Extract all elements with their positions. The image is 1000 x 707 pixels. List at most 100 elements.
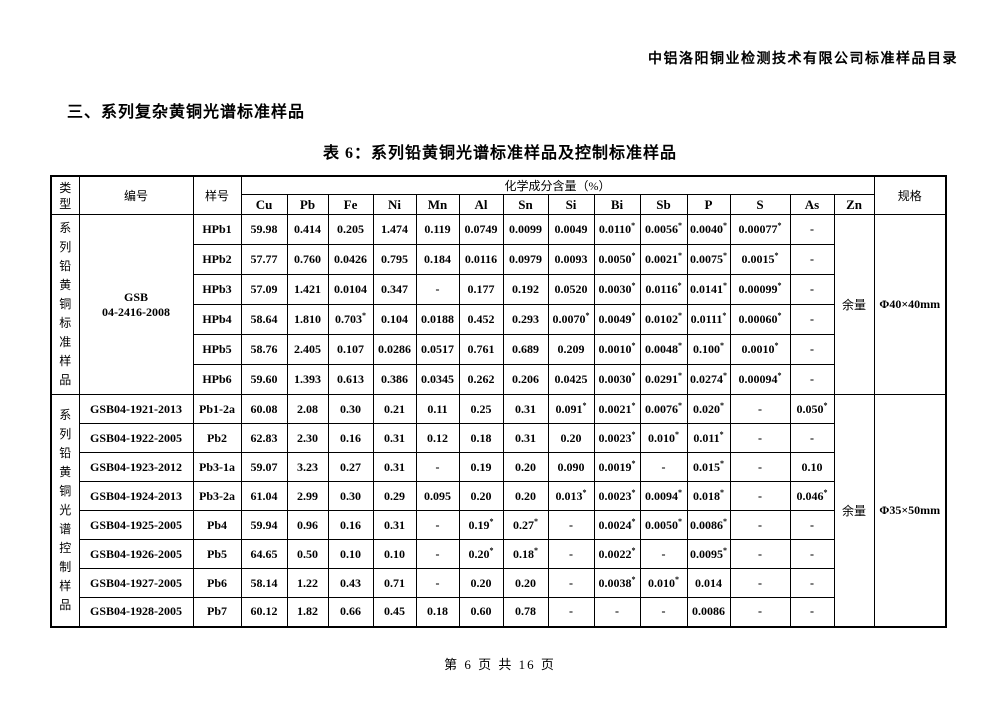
value-cell-mn: -: [415, 568, 460, 598]
code-column-header: 编号: [78, 175, 194, 215]
value-cell-ni: 0.31: [372, 510, 417, 540]
sample-cell: Pb2: [192, 423, 242, 453]
value-cell-sn: 0.20: [502, 568, 549, 598]
value-cell-al: 0.262: [458, 364, 504, 395]
value-cell-al: 0.60: [458, 597, 504, 627]
table-row: GSB04-1924-2013 Pb3-2a 61.04 2.99 0.30 0.29 0.…: [51, 481, 946, 511]
value-cell-sb: -: [639, 539, 688, 569]
sample-cell: HPb3: [192, 274, 242, 305]
value-cell-sn: 0.31: [502, 423, 549, 453]
value-cell-fe: 0.0104: [327, 274, 374, 305]
value-cell-si: 0.209: [547, 334, 595, 365]
value-cell-cu: 59.94: [240, 510, 288, 540]
table-row: GSB04-1927-2005 Pb6 58.14 1.22 0.43 0.71-0.20…: [51, 568, 946, 598]
value-cell-as: -: [789, 539, 835, 569]
value-cell-sb: -: [639, 597, 688, 627]
value-cell-pb: 1.82: [286, 597, 329, 627]
element-header-as: As: [789, 194, 835, 215]
value-cell-cu: 58.14: [240, 568, 288, 598]
value-cell-bi: 0.0024*: [593, 510, 641, 540]
value-cell-pb: 1.393: [286, 364, 329, 395]
value-cell-ni: 0.31: [372, 423, 417, 453]
value-cell-fe: 0.66: [327, 597, 374, 627]
element-header-zn: Zn: [833, 194, 875, 215]
value-cell-sn: 0.192: [502, 274, 549, 305]
value-cell-pb: 1.810: [286, 304, 329, 335]
value-cell-as: 0.046*: [789, 481, 835, 511]
value-cell-pb: 1.22: [286, 568, 329, 598]
value-cell-si: 0.0425: [547, 364, 595, 395]
value-cell-p: 0.0086: [686, 597, 731, 627]
code-cell: GSB04-1925-2005: [78, 510, 194, 540]
value-cell-bi: 0.0030*: [593, 364, 641, 395]
value-cell-ni: 0.71: [372, 568, 417, 598]
value-cell-mn: 0.0188: [415, 304, 460, 335]
value-cell-fe: 0.703*: [327, 304, 374, 335]
value-cell-s: 0.00077*: [729, 214, 791, 245]
code-cell: GSB04-1922-2005: [78, 423, 194, 453]
value-cell-al: 0.452: [458, 304, 504, 335]
table-row: HPb2 57.77 0.760 0.0426 0.795 0.184 0.0116 0.09…: [51, 244, 946, 275]
value-cell-sn: 0.0979: [502, 244, 549, 275]
value-cell-p: 0.015*: [686, 452, 731, 482]
value-cell-cu: 58.64: [240, 304, 288, 335]
table-row: GSB04-1923-2012 Pb3-1a 59.07 3.23 0.27 0.31-0…: [51, 452, 946, 482]
value-cell-cu: 59.98: [240, 214, 288, 245]
value-cell-bi: 0.0038*: [593, 568, 641, 598]
value-cell-sn: 0.293: [502, 304, 549, 335]
value-cell-p: 0.0141*: [686, 274, 731, 305]
value-cell-si: -: [547, 568, 595, 598]
value-cell-sn: 0.206: [502, 364, 549, 395]
value-cell-pb: 2.08: [286, 394, 329, 424]
sample-cell: HPb2: [192, 244, 242, 275]
value-cell-as: 0.10: [789, 452, 835, 482]
value-cell-si: 0.0070*: [547, 304, 595, 335]
value-cell-pb: 2.99: [286, 481, 329, 511]
sample-cell: HPb4: [192, 304, 242, 335]
standard-samples-table: 类型 编号 样号 化学成分含量（%） 规格 Cu Pb Fe Ni Mn Al Sn Si Bi…: [50, 175, 948, 628]
value-cell-fe: 0.16: [327, 510, 374, 540]
value-cell-sn: 0.31: [502, 394, 549, 424]
value-cell-al: 0.25: [458, 394, 504, 424]
value-cell-fe: 0.0426: [327, 244, 374, 275]
value-cell-pb: 2.30: [286, 423, 329, 453]
value-cell-al: 0.761: [458, 334, 504, 365]
table-row: HPb3 57.09 1.421 0.0104 0.347-0.177 0.192 0.05…: [51, 274, 946, 305]
value-cell-p: 0.0086*: [686, 510, 731, 540]
table-row: 系列铅黄铜标准样品 GSB 04-2416-2008 HPb1 59.98 0.414 0.…: [50, 214, 947, 395]
page-number: 第 6 页 共 16 页: [444, 656, 556, 672]
value-cell-cu: 58.76: [240, 334, 288, 365]
table-title: 表 6：系列铅黄铜光谱标准样品及控制标准样品: [322, 145, 677, 162]
value-cell-cu: 59.07: [240, 452, 288, 482]
value-cell-al: 0.0116: [458, 244, 504, 275]
sample-cell: Pb3-1a: [192, 452, 242, 482]
spec-cell: Φ40×40mm: [873, 214, 947, 395]
code-cell: GSB04-1923-2012: [78, 452, 194, 482]
value-cell-mn: 0.119: [415, 214, 460, 245]
table-row: GSB04-1922-2005 Pb2 62.83 2.30 0.16 0.31 0.12 0…: [51, 423, 946, 453]
element-header-ni: Ni: [372, 194, 417, 215]
value-cell-s: 0.00099*: [729, 274, 791, 305]
code-cell: GSB04-1927-2005: [78, 568, 194, 598]
element-header-sb: Sb: [639, 194, 688, 215]
value-cell-pb: 0.96: [286, 510, 329, 540]
sample-cell: Pb5: [192, 539, 242, 569]
value-cell-mn: 0.11: [415, 394, 460, 424]
value-cell-sn: 0.689: [502, 334, 549, 365]
value-cell-bi: 0.0050*: [593, 244, 641, 275]
code-cell: GSB04-1924-2013: [78, 481, 194, 511]
table-row: GSB04-1928-2005 Pb7 60.12 1.82 0.66 0.45 0.18 0…: [51, 597, 946, 627]
value-cell-pb: 3.23: [286, 452, 329, 482]
value-cell-pb: 1.421: [286, 274, 329, 305]
table-row: GSB04-1925-2005 Pb4 59.94 0.96 0.16 0.31-0.19…: [51, 510, 946, 540]
value-cell-p: 0.020*: [686, 394, 731, 424]
value-cell-bi: -: [593, 597, 641, 627]
value-cell-mn: 0.18: [415, 597, 460, 627]
value-cell-cu: 60.08: [240, 394, 288, 424]
sample-cell: Pb6: [192, 568, 242, 598]
sample-cell: Pb1-2a: [192, 394, 242, 424]
value-cell-mn: 0.095: [415, 481, 460, 511]
value-cell-sb: 0.0094*: [639, 481, 688, 511]
value-cell-as: -: [789, 304, 835, 335]
